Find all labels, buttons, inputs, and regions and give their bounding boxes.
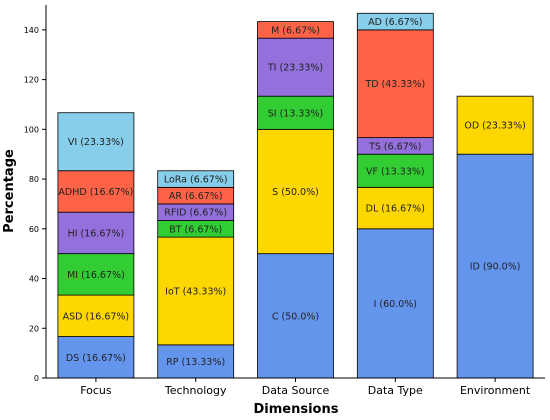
segment-label: TI (23.33%) [267,63,323,74]
segment-label: SI (13.33%) [268,108,324,119]
bar-segment [456,95,534,155]
segment-label: ID (90.0%) [470,262,521,273]
bar-segment [157,236,235,346]
y-tick-label: 40 [29,275,39,284]
y-tick-label: 20 [29,324,39,333]
segment-label: BT (6.67%) [169,224,222,235]
bar-segment [57,211,135,255]
bar-segment [257,95,334,130]
bar-segment [356,12,434,31]
segment-label: RFID (6.67%) [164,208,227,219]
segment-label: TS (6.67%) [368,141,421,152]
segment-label: S (50.0%) [272,187,319,198]
segment-label: VF (13.33%) [366,166,425,177]
x-axis-ticks: Focus Technology Data Source Data Type Envir… [80,378,531,397]
bar-segment [57,170,135,213]
bar-segment [157,170,235,188]
bar-segment [356,153,434,188]
x-category-label: Environment [460,384,531,397]
segment-label: OD (23.33%) [464,121,525,132]
x-category-label: Focus [80,384,112,397]
y-tick-label: 0 [34,374,39,383]
segment-label: IoT (43.33%) [165,286,226,297]
x-category-label: Technology [164,384,227,397]
segment-label: LoRa (6.67%) [164,175,228,186]
segment-label: HI (16.67%) [68,228,125,239]
bar-segment [456,153,534,379]
plot-area: DS (16.67%) ASD (16.67%) MI (16.67%) HI (16… [57,12,534,379]
y-tick-label: 120 [24,76,39,85]
x-category-label: Data Type [368,384,423,397]
segment-label: ASD (16.67%) [63,311,130,322]
bar-segment [57,112,135,172]
y-tick-label: 60 [29,225,39,234]
bar-segment [257,128,334,255]
bar-segment [57,336,135,379]
bar-segment [356,228,434,379]
bar-segment [257,21,334,39]
y-axis-title: Percentage [2,149,17,233]
bar-segment [257,37,334,97]
segment-label: I (60.0%) [374,299,417,310]
segment-label: MI (16.67%) [67,270,125,281]
segment-label: RP (13.33%) [166,357,225,368]
bar-segment [57,294,135,337]
y-tick-label: 80 [29,175,39,184]
segment-label: DL (16.67%) [366,204,425,215]
y-axis-ticks: 0 20 40 60 80 100 120 140 [24,26,46,383]
segment-label: TD (43.33%) [364,79,425,90]
segment-label: AD (6.67%) [368,17,422,28]
segment-label: ADHD (16.67%) [58,187,133,198]
segment-label: VI (23.33%) [68,137,124,148]
y-tick-label: 140 [24,26,39,35]
segment-label: M (6.67%) [271,25,320,36]
y-tick-label: 100 [24,125,39,134]
bar-segment [356,29,434,139]
segment-label: AR (6.67%) [169,191,223,202]
x-category-label: Data Source [262,384,330,397]
x-axis-title: Dimensions [254,402,339,417]
segment-label: DS (16.67%) [66,353,126,364]
bar-segment [356,186,434,230]
segment-label: C (50.0%) [272,311,319,322]
